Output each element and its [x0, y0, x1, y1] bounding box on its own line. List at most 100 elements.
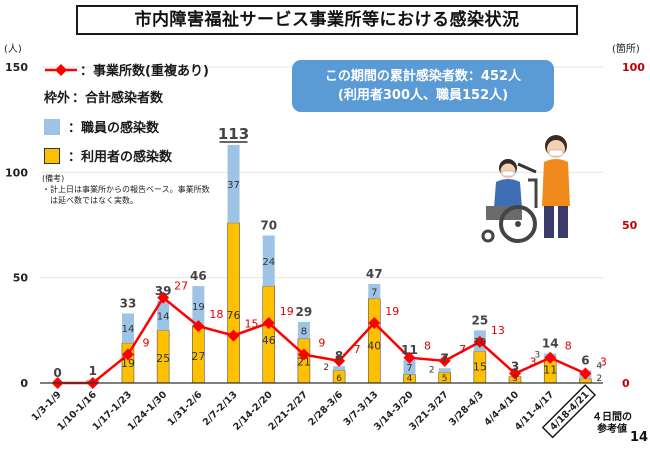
users-value-label: 19	[121, 357, 135, 370]
facilities-marker	[473, 335, 486, 348]
y-left-tick-label: 50	[13, 272, 29, 285]
total-label: 14	[542, 337, 559, 351]
facilities-value-label: 13	[491, 324, 505, 337]
facilities-value-label: 7	[354, 343, 361, 356]
users-value-label: 15	[473, 360, 487, 373]
legend-total-prefix: 枠外	[44, 91, 71, 106]
facilities-value-label: 15	[245, 318, 259, 331]
total-label: 3	[511, 360, 519, 374]
y-right-tick-label: 100	[622, 61, 645, 74]
legend-total-label: ：合計感染者数	[72, 91, 164, 106]
staff-swatch	[44, 118, 60, 135]
note-line-2: は延べ数ではなく実数。	[50, 196, 138, 205]
users-value-label: 6	[336, 374, 342, 384]
total-label: 70	[260, 219, 277, 233]
x-tick-group: 1/3-1/9	[30, 389, 64, 423]
facilities-marker	[262, 316, 275, 329]
facilities-value-label: 19	[385, 305, 399, 318]
legend-users: ：利用者の感染数	[44, 146, 172, 165]
staff-value-label: 10	[473, 337, 486, 348]
total-label: 11	[401, 343, 418, 357]
legend-total: 枠外 ：合計感染者数	[44, 87, 163, 106]
facilities-marker	[157, 291, 170, 304]
total-label: 7	[440, 351, 448, 365]
x-tick-label: 3/28-4/3	[447, 389, 486, 428]
bar-staff	[403, 359, 416, 375]
staff-value-label: 2	[429, 365, 435, 375]
facilities-marker	[333, 354, 346, 367]
left-axis-unit: (人)	[4, 44, 22, 55]
facilities-value-label: 8	[424, 340, 431, 353]
note-box: (備考) ・計上日は事業所からの報告ベース。事業所数 は延べ数ではなく実数。	[42, 173, 210, 206]
total-label: 39	[155, 284, 172, 298]
bar-staff	[438, 368, 451, 373]
staff-value-label: 8	[301, 326, 307, 337]
users-swatch	[44, 147, 60, 164]
total-label: 29	[296, 305, 313, 319]
staff-value-label: 4	[596, 361, 602, 371]
legend-facilities: ：事業所数(重複あり)	[44, 60, 209, 79]
users-value-label: 76	[227, 309, 241, 322]
facilities-marker	[438, 354, 451, 367]
facilities-value-label: 3	[530, 356, 537, 369]
facilities-value-label: 18	[209, 308, 223, 321]
facilities-marker	[192, 320, 205, 333]
facilities-line	[57, 295, 586, 385]
highlighted-category-box	[541, 384, 597, 439]
facilities-value-label: 9	[318, 337, 325, 350]
users-value-label: 11	[543, 364, 557, 377]
staff-value-label: 24	[262, 257, 275, 268]
total-label: 25	[471, 313, 488, 327]
bar-staff	[297, 321, 310, 339]
y-right-tick-label: 0	[622, 377, 630, 390]
staff-value-label: 14	[157, 312, 170, 323]
total-label: 33	[120, 296, 137, 310]
y-left-tick-label: 0	[20, 377, 28, 390]
users-value-label: 3	[512, 374, 518, 384]
total-label: 1	[89, 364, 97, 378]
right-axis-unit: (箇所)	[612, 44, 640, 55]
staff-value-label: 7	[406, 363, 412, 374]
total-label: 113	[218, 125, 249, 143]
users-value-label: 4	[407, 374, 413, 384]
x-tick-label: 1/31-2/6	[166, 389, 205, 428]
facilities-marker	[297, 348, 310, 361]
facilities-marker	[544, 351, 557, 364]
legend-users-label: ：利用者の感染数	[68, 150, 173, 165]
chart-title: 市内障害福祉サービス事業所等における感染状況	[76, 5, 578, 35]
bar-staff	[121, 313, 134, 343]
x-tick-group: 3/28-4/3	[447, 389, 486, 428]
x-tick-label: 2/28-3/6	[306, 389, 345, 428]
legend-line-marker-icon	[45, 63, 77, 76]
staff-value-label: 14	[122, 324, 135, 335]
total-label: 6	[581, 353, 589, 367]
total-label: 46	[190, 269, 207, 283]
summary-line-1: この期間の累計感染者数：452人	[324, 69, 522, 84]
y-right-tick-label: 50	[622, 219, 638, 232]
summary-line-2: (利用者300人、職員152人)	[337, 88, 509, 103]
x-tick-group: 1/31-2/6	[166, 389, 205, 428]
bar-staff	[157, 300, 170, 331]
facilities-value-label: 19	[280, 305, 294, 318]
wheelchair-illustration	[481, 135, 570, 243]
staff-value-label: 2	[323, 363, 329, 373]
users-value-label: 2	[596, 374, 602, 384]
note-heading: (備考)	[42, 174, 65, 183]
y-left-tick-label: 100	[5, 166, 28, 179]
bar-users	[227, 222, 240, 384]
facilities-marker	[403, 351, 416, 364]
facilities-marker	[509, 367, 522, 380]
facilities-value-label: 8	[565, 340, 572, 353]
x-tick-label: 1/3-1/9	[30, 389, 64, 423]
bar-staff	[333, 366, 346, 371]
final-period-note: ４日間の 参考値	[592, 412, 632, 436]
note-line-1: ・計上日は事業所からの報告ベース。事業所数	[42, 185, 210, 194]
users-value-label: 40	[367, 339, 381, 352]
staff-value-label: 3	[534, 351, 540, 361]
facilities-marker	[227, 329, 240, 342]
facilities-marker	[121, 348, 134, 361]
bar-staff	[192, 286, 205, 327]
total-label: 0	[53, 366, 61, 380]
users-value-label: 25	[156, 352, 170, 365]
